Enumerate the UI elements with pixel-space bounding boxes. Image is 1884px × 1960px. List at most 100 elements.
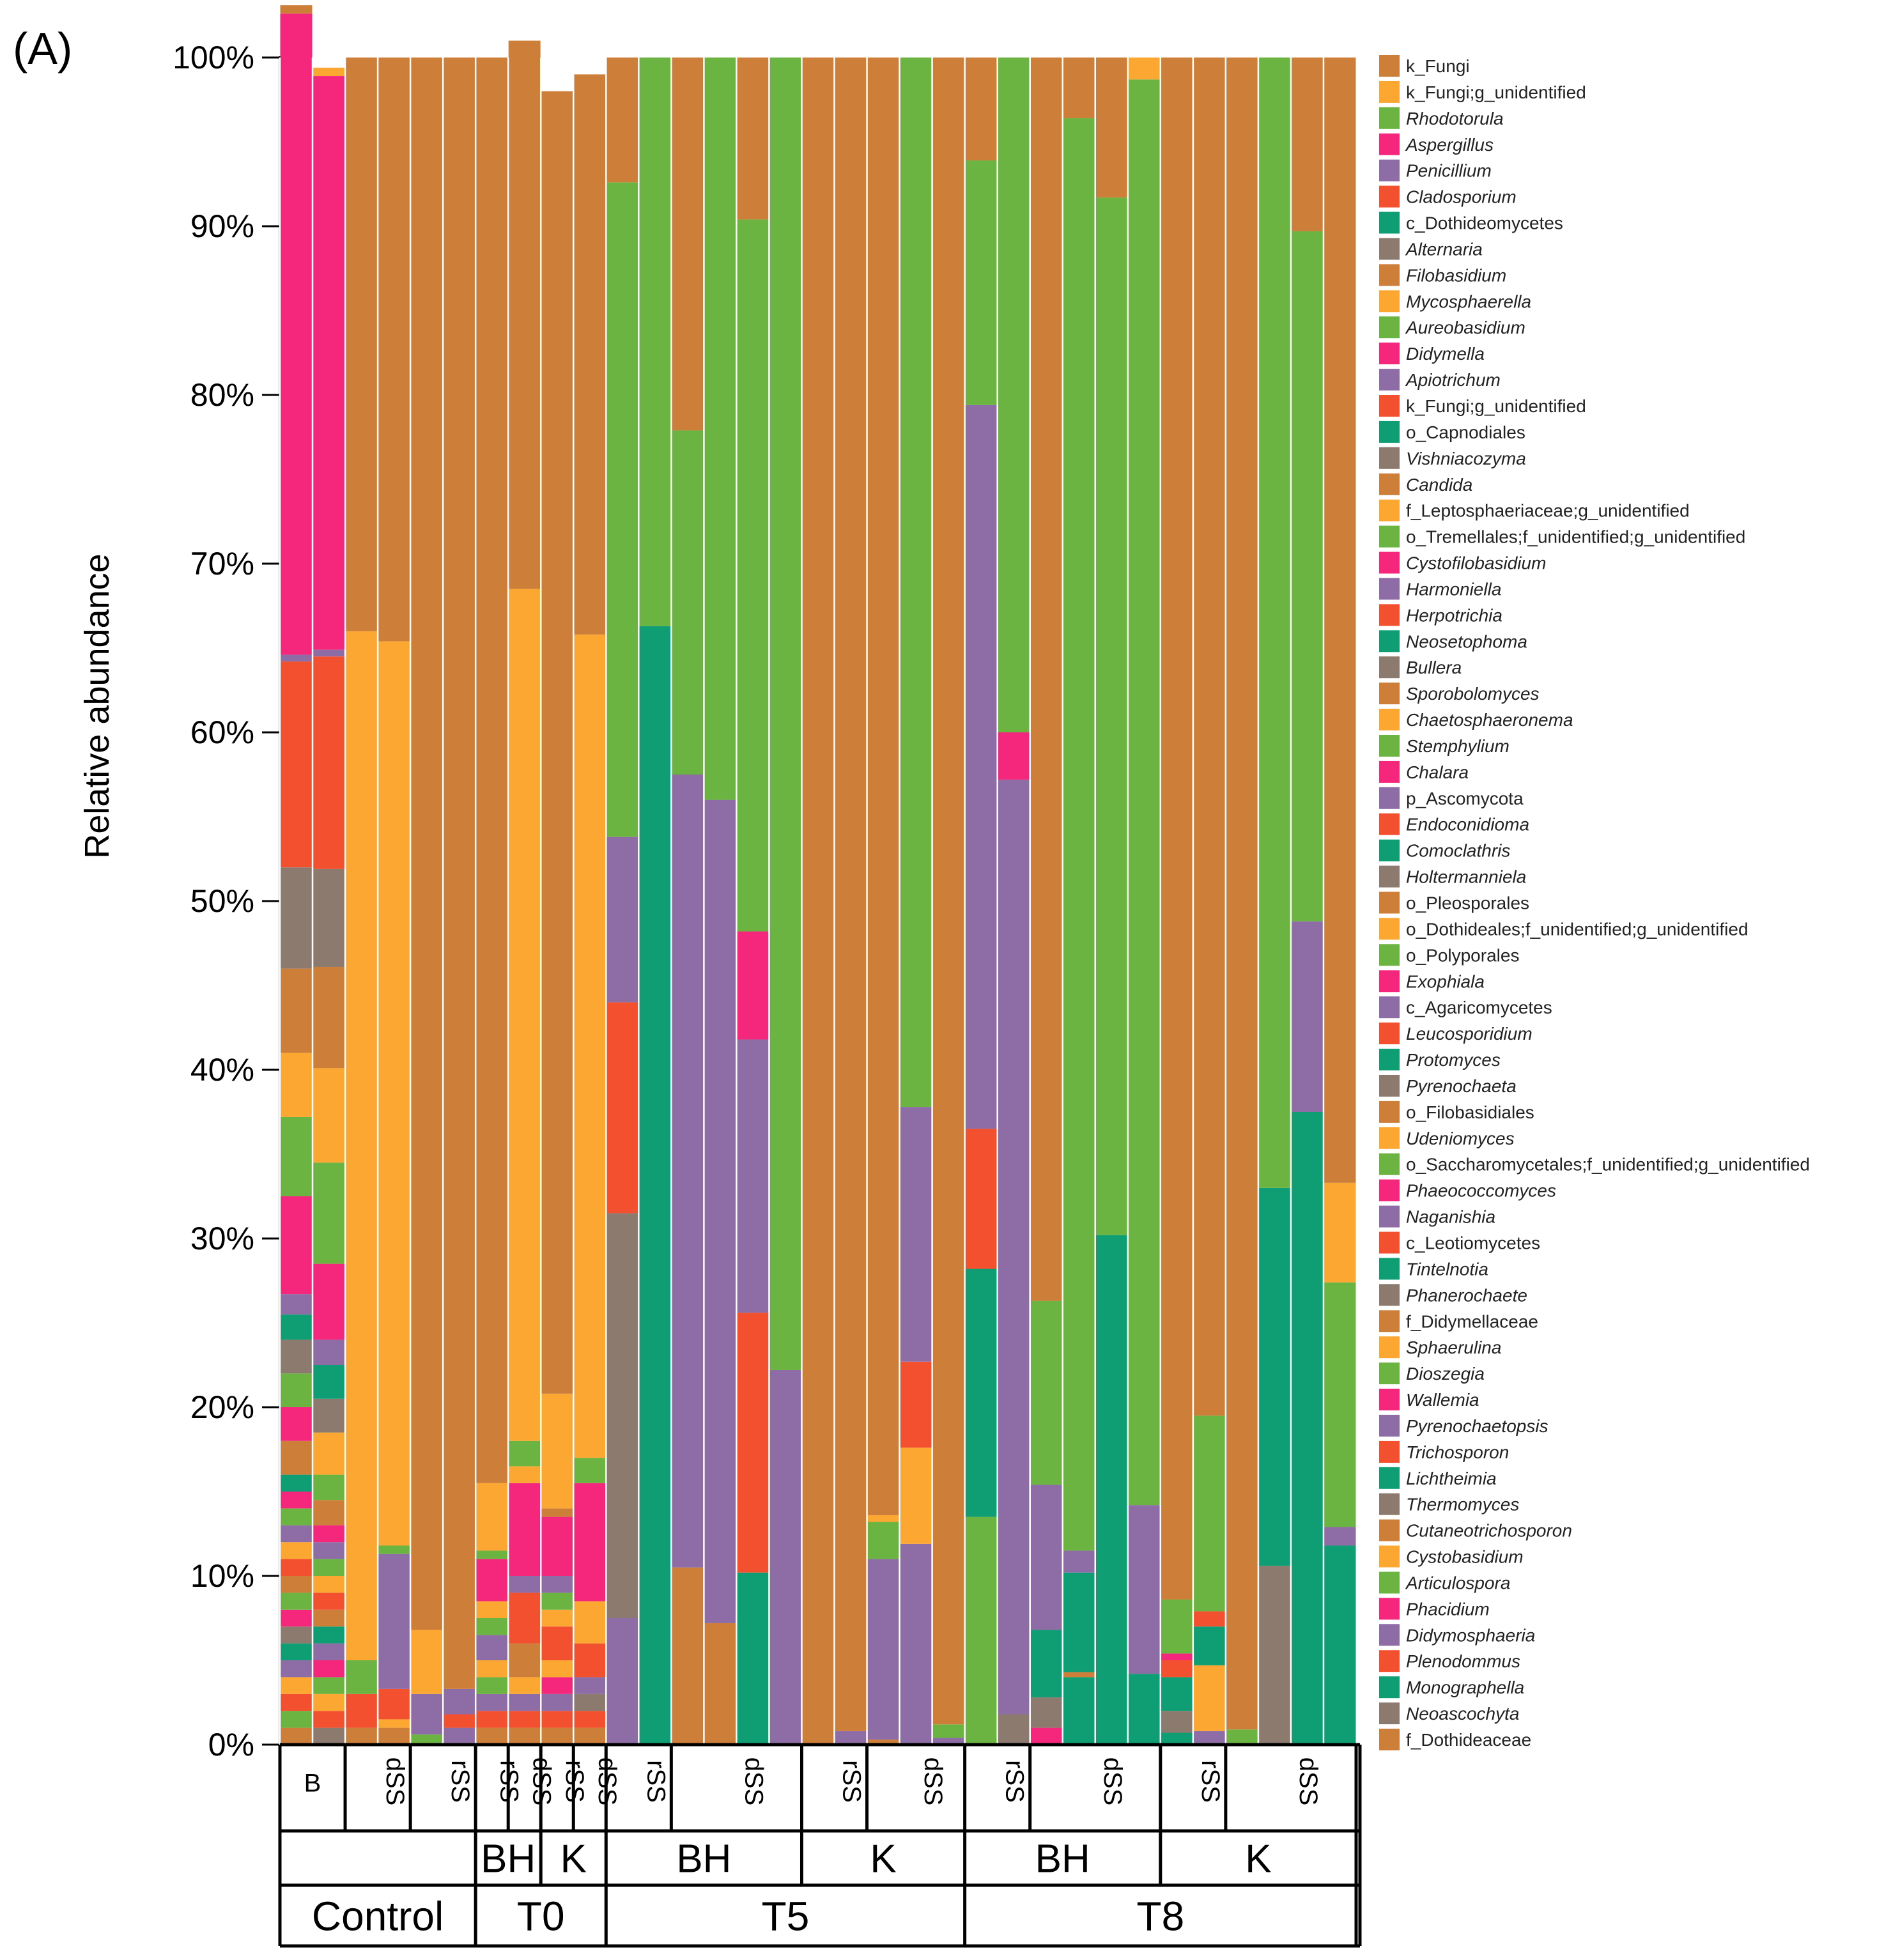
bar-segment bbox=[345, 1660, 378, 1694]
legend-entry: Didymella bbox=[1379, 343, 1485, 365]
legend-swatch bbox=[1379, 343, 1400, 365]
bar-segment bbox=[1291, 58, 1324, 231]
bar bbox=[638, 58, 671, 1745]
legend-swatch bbox=[1379, 918, 1400, 940]
bar-segment bbox=[475, 1483, 508, 1551]
legend-swatch bbox=[1379, 1231, 1400, 1254]
bar-segment bbox=[508, 1677, 541, 1694]
bar-segment bbox=[1063, 1550, 1095, 1573]
bar-segment bbox=[280, 968, 313, 1053]
legend-swatch bbox=[1379, 185, 1400, 208]
legend-entry: o_Pleosporales bbox=[1379, 891, 1529, 914]
legend-entry: k_Fungi;g_unidentified bbox=[1379, 395, 1586, 417]
legend-swatch bbox=[1379, 1493, 1400, 1515]
bar-segment bbox=[932, 1738, 965, 1745]
legend-entry: Monographella bbox=[1379, 1676, 1524, 1699]
legend-entry: Sporobolomyces bbox=[1379, 683, 1540, 705]
bar-segment bbox=[280, 1339, 313, 1374]
legend-entry: o_Dothideales;f_unidentified;g_unidentif… bbox=[1379, 918, 1749, 940]
bar-segment bbox=[998, 732, 1030, 780]
bar-segment bbox=[1193, 1731, 1226, 1745]
legend-swatch bbox=[1379, 421, 1400, 443]
y-tick-label: 70% bbox=[190, 546, 254, 582]
bar-segment bbox=[508, 1643, 541, 1678]
legend-entry: f_Leptosphaeriaceae;g_unidentified bbox=[1379, 499, 1690, 521]
bar bbox=[474, 58, 508, 1745]
legend-entry: o_Filobasidiales bbox=[1379, 1100, 1534, 1123]
bar-segment bbox=[378, 58, 410, 642]
sample-label: rSS bbox=[642, 1760, 670, 1803]
legend-entry: Protomyces bbox=[1379, 1049, 1501, 1070]
legend-swatch bbox=[1379, 525, 1400, 548]
legend-label: Aspergillus bbox=[1405, 135, 1494, 155]
legend-swatch bbox=[1379, 159, 1400, 181]
legend-swatch bbox=[1379, 1440, 1400, 1463]
bar-segment bbox=[1226, 1729, 1258, 1745]
bar-segment bbox=[573, 1677, 606, 1694]
legend-label: Leucosporidium bbox=[1406, 1024, 1533, 1044]
y-tick-label: 30% bbox=[190, 1221, 254, 1256]
legend-swatch bbox=[1379, 1702, 1400, 1725]
legend-label: Endoconidioma bbox=[1406, 815, 1529, 835]
legend-label: o_Polyporales bbox=[1406, 945, 1519, 965]
bar-segment bbox=[280, 1508, 313, 1525]
bar-segment bbox=[1193, 58, 1226, 1416]
sample-label: rSS bbox=[560, 1760, 589, 1803]
legend-entry: Didymosphaeria bbox=[1379, 1624, 1535, 1646]
legend-label: Articulospora bbox=[1405, 1573, 1510, 1593]
legend-entry: Endoconidioma bbox=[1379, 813, 1529, 835]
bar-segment bbox=[1161, 1653, 1193, 1660]
bar-segment bbox=[280, 1711, 313, 1728]
legend-swatch bbox=[1379, 1100, 1400, 1123]
legend-swatch bbox=[1379, 1650, 1400, 1672]
bar-segment bbox=[541, 91, 573, 1394]
legend-entry: Comoclathris bbox=[1379, 839, 1510, 861]
bar-segment bbox=[410, 58, 443, 1630]
bar-segment bbox=[313, 1559, 345, 1576]
legend-entry: Filobasidium bbox=[1379, 264, 1506, 286]
bar-segment bbox=[378, 1545, 410, 1554]
legend-entry: Trichosporon bbox=[1379, 1440, 1509, 1463]
bar-segment bbox=[1226, 58, 1258, 1730]
bar-segment bbox=[1095, 1235, 1128, 1745]
bar-segment bbox=[736, 931, 769, 1040]
bar bbox=[1290, 58, 1324, 1745]
legend-swatch bbox=[1379, 133, 1400, 155]
bar-segment bbox=[508, 1711, 541, 1728]
bar-segment bbox=[313, 868, 345, 967]
legend-swatch bbox=[1379, 473, 1400, 495]
bar-segment bbox=[475, 1694, 508, 1711]
bar-segment bbox=[1063, 1672, 1095, 1678]
bar-series bbox=[279, 5, 1356, 1745]
bar-segment bbox=[1324, 58, 1356, 1183]
bar-segment bbox=[313, 1677, 345, 1694]
bar-segment bbox=[280, 1053, 313, 1117]
bar bbox=[996, 58, 1030, 1745]
bar-segment bbox=[1128, 58, 1161, 80]
legend-label: o_Saccharomycetales;f_unidentified;g_uni… bbox=[1406, 1155, 1810, 1175]
legend-label: Candida bbox=[1406, 475, 1472, 495]
bar-segment bbox=[313, 1609, 345, 1627]
sample-label: B bbox=[304, 1770, 321, 1798]
y-axis-ticks: 0% 10% 20% 30% 40% 50% 60% 70% 80% 90% 100% bbox=[173, 40, 281, 1763]
bar-segment bbox=[280, 1677, 313, 1694]
bar bbox=[376, 58, 410, 1745]
legend-label: Naganishia bbox=[1406, 1207, 1495, 1227]
bar bbox=[442, 58, 475, 1745]
legend-entry: Thermomyces bbox=[1379, 1493, 1519, 1515]
legend-label: Sphaerulina bbox=[1406, 1338, 1501, 1357]
legend-label: Plenodommus bbox=[1406, 1651, 1520, 1671]
legend-entry: Neosetophoma bbox=[1379, 630, 1527, 652]
bar-segment bbox=[1291, 231, 1324, 922]
legend-entry: k_Fungi bbox=[1379, 55, 1470, 77]
bar-segment bbox=[1324, 1545, 1356, 1745]
bar-segment bbox=[508, 1576, 541, 1593]
bar-segment bbox=[541, 1576, 573, 1593]
legend-label: o_Filobasidiales bbox=[1406, 1102, 1534, 1122]
bar-segment bbox=[1030, 1697, 1063, 1728]
bar-segment bbox=[606, 837, 638, 1003]
bar-segment bbox=[475, 1635, 508, 1660]
legend-entry: Phacidium bbox=[1379, 1598, 1490, 1620]
group-label: K bbox=[870, 1837, 896, 1881]
bar-segment bbox=[541, 1711, 573, 1728]
